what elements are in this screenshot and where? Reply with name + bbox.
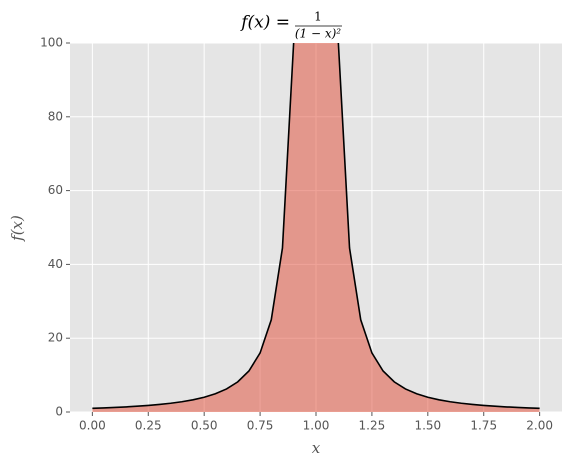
x-tick-label: 0.25 bbox=[135, 419, 162, 433]
x-tick-label: 0.50 bbox=[191, 419, 218, 433]
x-tick-label: 0.00 bbox=[79, 419, 106, 433]
x-axis-label: x bbox=[312, 439, 321, 457]
y-tick-label: 0 bbox=[55, 405, 63, 419]
chart-title: f(x) = bbox=[239, 13, 290, 33]
y-tick-label: 60 bbox=[48, 183, 63, 197]
x-tick-label: 0.75 bbox=[247, 419, 274, 433]
y-axis-label: f(x) bbox=[8, 215, 26, 242]
y-tick-label: 100 bbox=[40, 36, 63, 50]
x-tick-label: 2.00 bbox=[526, 419, 553, 433]
x-tick-label: 1.25 bbox=[359, 419, 386, 433]
y-tick-label: 40 bbox=[48, 257, 63, 271]
chart-title-numerator: 1 bbox=[314, 10, 322, 24]
y-tick-label: 80 bbox=[48, 109, 63, 123]
chart-title-denominator: (1 − x)² bbox=[295, 27, 341, 41]
x-tick-label: 1.50 bbox=[414, 419, 441, 433]
y-tick-label: 20 bbox=[48, 331, 63, 345]
x-tick-label: 1.75 bbox=[470, 419, 497, 433]
area-fill bbox=[92, 43, 540, 412]
x-tick-label: 1.00 bbox=[303, 419, 330, 433]
line bbox=[92, 43, 540, 410]
